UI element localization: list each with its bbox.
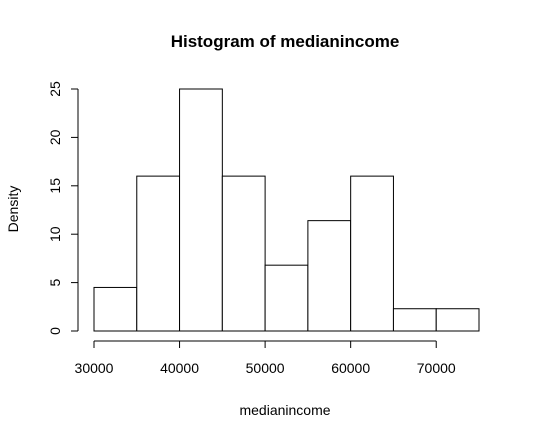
bars-group (93, 88, 480, 332)
histogram-bar (392, 308, 437, 332)
x-tick-label: 60000 (331, 360, 370, 376)
y-tick-label: 15 (47, 178, 63, 194)
histogram-bar (264, 264, 309, 332)
histogram-bar (435, 308, 480, 332)
x-tick-label: 50000 (246, 360, 285, 376)
x-tick-label: 40000 (160, 360, 199, 376)
x-tick-label: 70000 (417, 360, 456, 376)
y-tick-label: 5 (47, 278, 63, 286)
y-tick-label: 0 (47, 327, 63, 335)
histogram-bar (221, 175, 266, 332)
y-axis: 0 5 10 15 20 25 (47, 81, 79, 335)
x-axis-label: medianincome (239, 402, 330, 418)
y-tick-label: 25 (47, 81, 63, 97)
chart-title: Histogram of medianincome (171, 32, 400, 51)
histogram-bar (136, 175, 181, 332)
x-tick-label: 30000 (75, 360, 114, 376)
y-tick-label: 20 (47, 129, 63, 145)
histogram-bar (179, 88, 223, 332)
histogram-bar (307, 220, 352, 332)
y-axis-label: Density (5, 186, 21, 233)
y-tick-label: 10 (47, 226, 63, 242)
histogram-bar (350, 175, 394, 332)
histogram-bar (93, 286, 138, 332)
x-axis: 30000 40000 50000 60000 70000 (75, 340, 456, 376)
